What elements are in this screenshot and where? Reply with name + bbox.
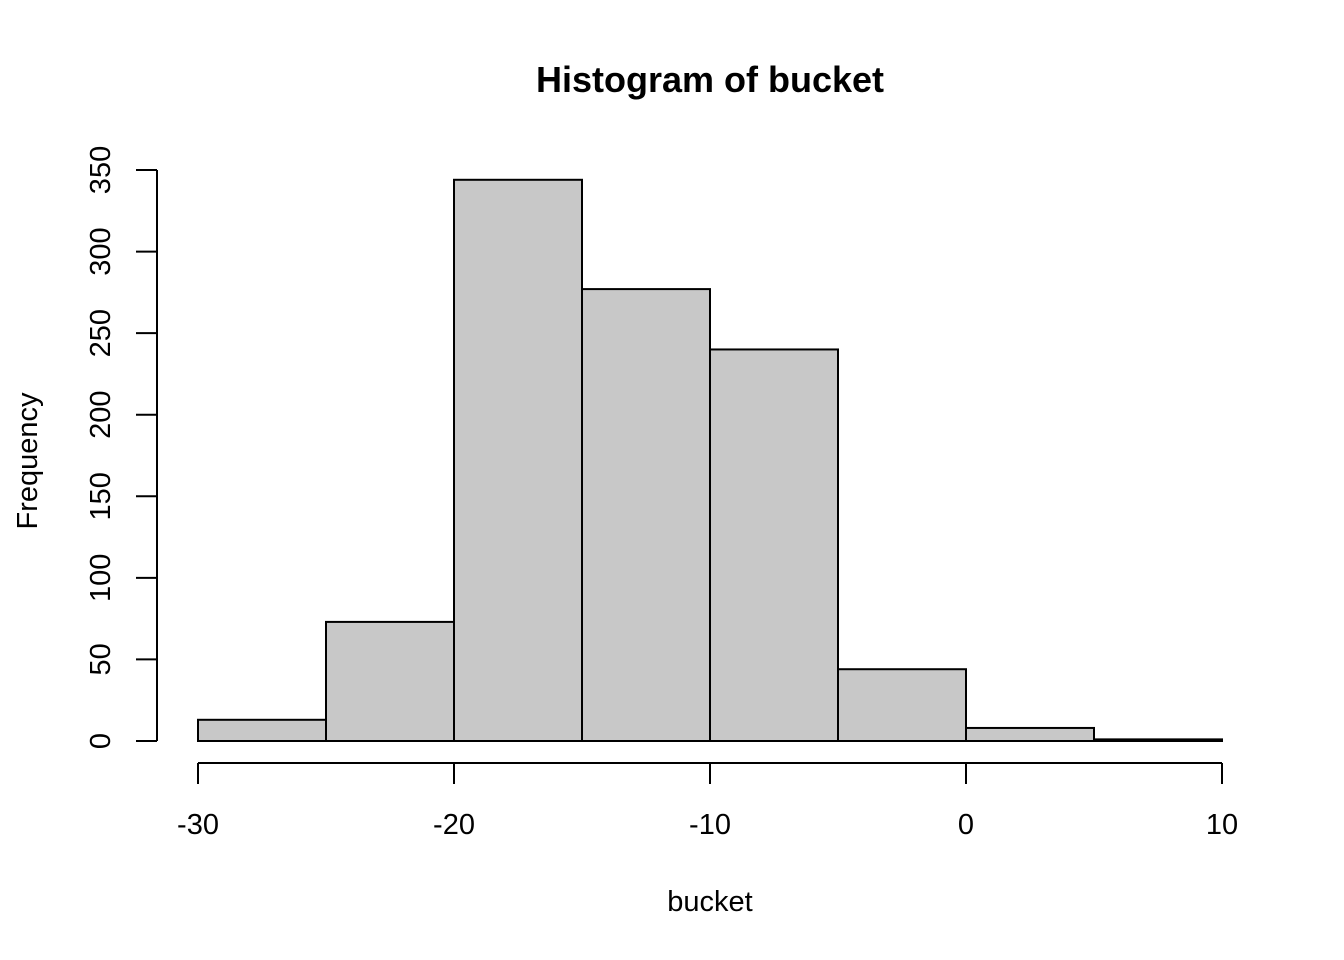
- x-tick-label: -30: [177, 809, 219, 841]
- x-tick-label: -10: [689, 809, 731, 841]
- y-tick-label: 350: [85, 146, 117, 194]
- y-axis: 0 50 100 150 200 250 300 350: [85, 146, 158, 749]
- y-tick-label: 250: [85, 309, 117, 357]
- x-axis-label: bucket: [667, 886, 752, 918]
- x-tick-label: 0: [958, 809, 974, 841]
- y-tick-label: 150: [85, 472, 117, 520]
- y-axis-label: Frequency: [12, 392, 44, 530]
- histogram-bar-3: [581, 288, 711, 742]
- histogram-bar-1: [325, 620, 455, 742]
- x-axis: -30 -20 -10 0 10: [177, 762, 1238, 841]
- y-tick-label: 200: [85, 391, 117, 439]
- y-tick-label: 100: [85, 554, 117, 602]
- x-tick-label: -20: [433, 809, 475, 841]
- histogram-bar-7: [1093, 738, 1223, 743]
- bars-group: [197, 178, 1223, 743]
- histogram-bar-6: [965, 726, 1095, 742]
- y-tick-label: 0: [85, 733, 117, 749]
- y-tick-label: 50: [85, 643, 117, 675]
- chart-title: Histogram of bucket: [536, 59, 884, 100]
- y-tick-label: 300: [85, 227, 117, 275]
- x-tick-label: 10: [1206, 809, 1238, 841]
- histogram-bar-4: [709, 348, 839, 742]
- histogram-bar-2: [453, 178, 583, 742]
- histogram-bar-0: [197, 718, 327, 743]
- histogram-bar-5: [837, 668, 967, 743]
